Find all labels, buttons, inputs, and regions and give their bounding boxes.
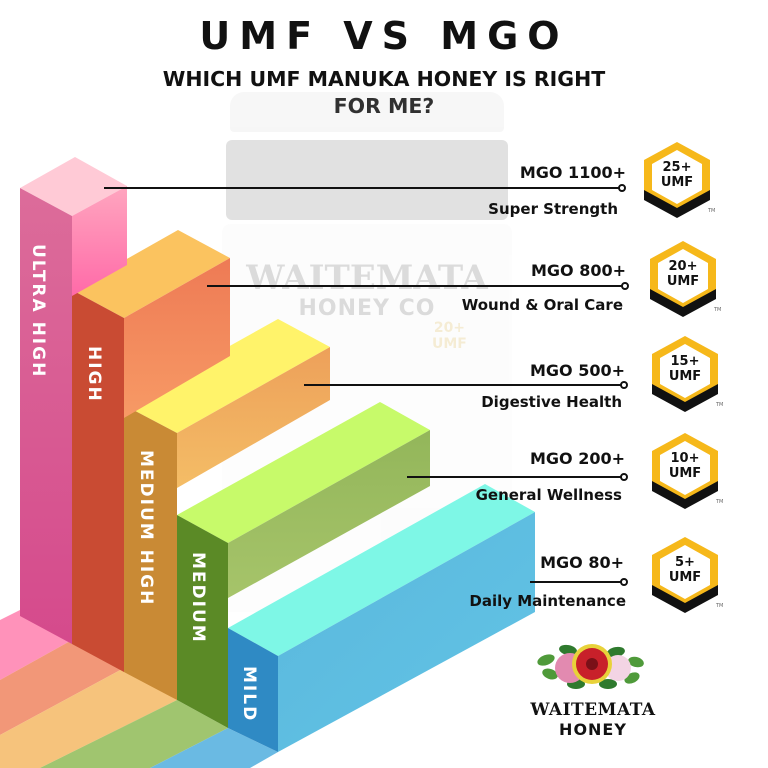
hexagon-badge-icon (644, 142, 710, 218)
benefit-label-medium-high: Digestive Health (481, 393, 622, 411)
medium-high-step-front (124, 405, 177, 700)
waitemata-honey-logo: WAITEMATA HONEY (528, 640, 658, 740)
logo-name: WAITEMATA (530, 700, 656, 720)
hexagon-badge-icon (652, 336, 718, 412)
medium-step-top (177, 402, 430, 543)
leader-line-medium-high (304, 384, 622, 386)
leader-dot-high (621, 282, 629, 290)
step-label-high: HIGH (84, 346, 104, 403)
benefit-label-mild: Daily Maintenance (469, 592, 626, 610)
hexagon-badge-icon (652, 537, 718, 613)
ultra-high-step-top (20, 157, 127, 216)
flower-logo-icon (537, 644, 644, 689)
jar-band (226, 140, 508, 220)
mild-step-top (228, 484, 535, 656)
logo-sub: HONEY (559, 720, 627, 739)
leader-line-high (207, 285, 623, 287)
jar-brand-text: WAITEMATA (246, 258, 488, 298)
leader-line-medium (407, 476, 622, 478)
mild-step-front (228, 628, 278, 752)
jar-umf-badge: 20+ UMF (432, 320, 467, 352)
umf-badge-15: 15+ UMF TM (650, 334, 723, 414)
benefit-label-high: Wound & Oral Care (461, 296, 623, 314)
jar-sub-text: HONEY CO (298, 296, 436, 321)
ultra-high-step-front (20, 188, 72, 644)
umf-badge-20: 20+ UMF TM (648, 239, 721, 319)
jar-lid (230, 92, 504, 132)
umf-badge-25: 25+ UMF TM (642, 140, 715, 220)
medium-step-front (177, 515, 228, 728)
mgo-label-mild: MGO 80+ (540, 553, 624, 572)
step-label-medium-high: MEDIUM HIGH (136, 450, 156, 607)
mgo-label-ultra-high: MGO 1100+ (519, 163, 626, 182)
high-step-top (72, 230, 230, 318)
mgo-label-high: MGO 800+ (530, 261, 626, 280)
leader-line-ultra-high (104, 187, 620, 189)
mgo-label-medium-high: MGO 500+ (529, 361, 625, 380)
leader-dot-medium-high (620, 381, 628, 389)
step-label-medium: MEDIUM (188, 552, 208, 644)
page-subtitle: WHICH UMF MANUKA HONEY IS RIGHT FOR ME? (80, 66, 688, 120)
subtitle-line-1: WHICH UMF MANUKA HONEY IS RIGHT (162, 67, 606, 91)
leader-line-mild (530, 581, 622, 583)
high-step-front (72, 290, 124, 672)
medium-high-step-top (124, 319, 330, 433)
umf-badge-10: 10+ UMF TM (650, 431, 723, 511)
step-label-ultra-high: ULTRA HIGH (28, 244, 48, 379)
benefit-label-ultra-high: Super Strength (488, 200, 618, 218)
umf-badge-5: 5+ UMF TM (650, 535, 723, 615)
leader-dot-ultra-high (618, 184, 626, 192)
step-label-mild: MILD (239, 666, 259, 723)
subtitle-line-2: FOR ME? (80, 93, 688, 120)
page-title: UMF VS MGO (199, 14, 569, 58)
mgo-label-medium: MGO 200+ (529, 449, 625, 468)
leader-dot-medium (620, 473, 628, 481)
hexagon-badge-icon (650, 241, 716, 317)
hexagon-badge-icon (652, 433, 718, 509)
leader-dot-mild (620, 578, 628, 586)
mild-step-side (278, 512, 535, 752)
benefit-label-medium: General Wellness (475, 486, 622, 504)
